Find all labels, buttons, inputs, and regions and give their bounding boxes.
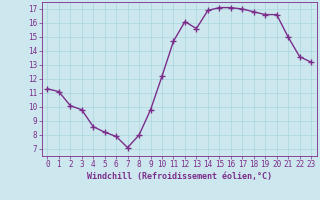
X-axis label: Windchill (Refroidissement éolien,°C): Windchill (Refroidissement éolien,°C): [87, 172, 272, 181]
